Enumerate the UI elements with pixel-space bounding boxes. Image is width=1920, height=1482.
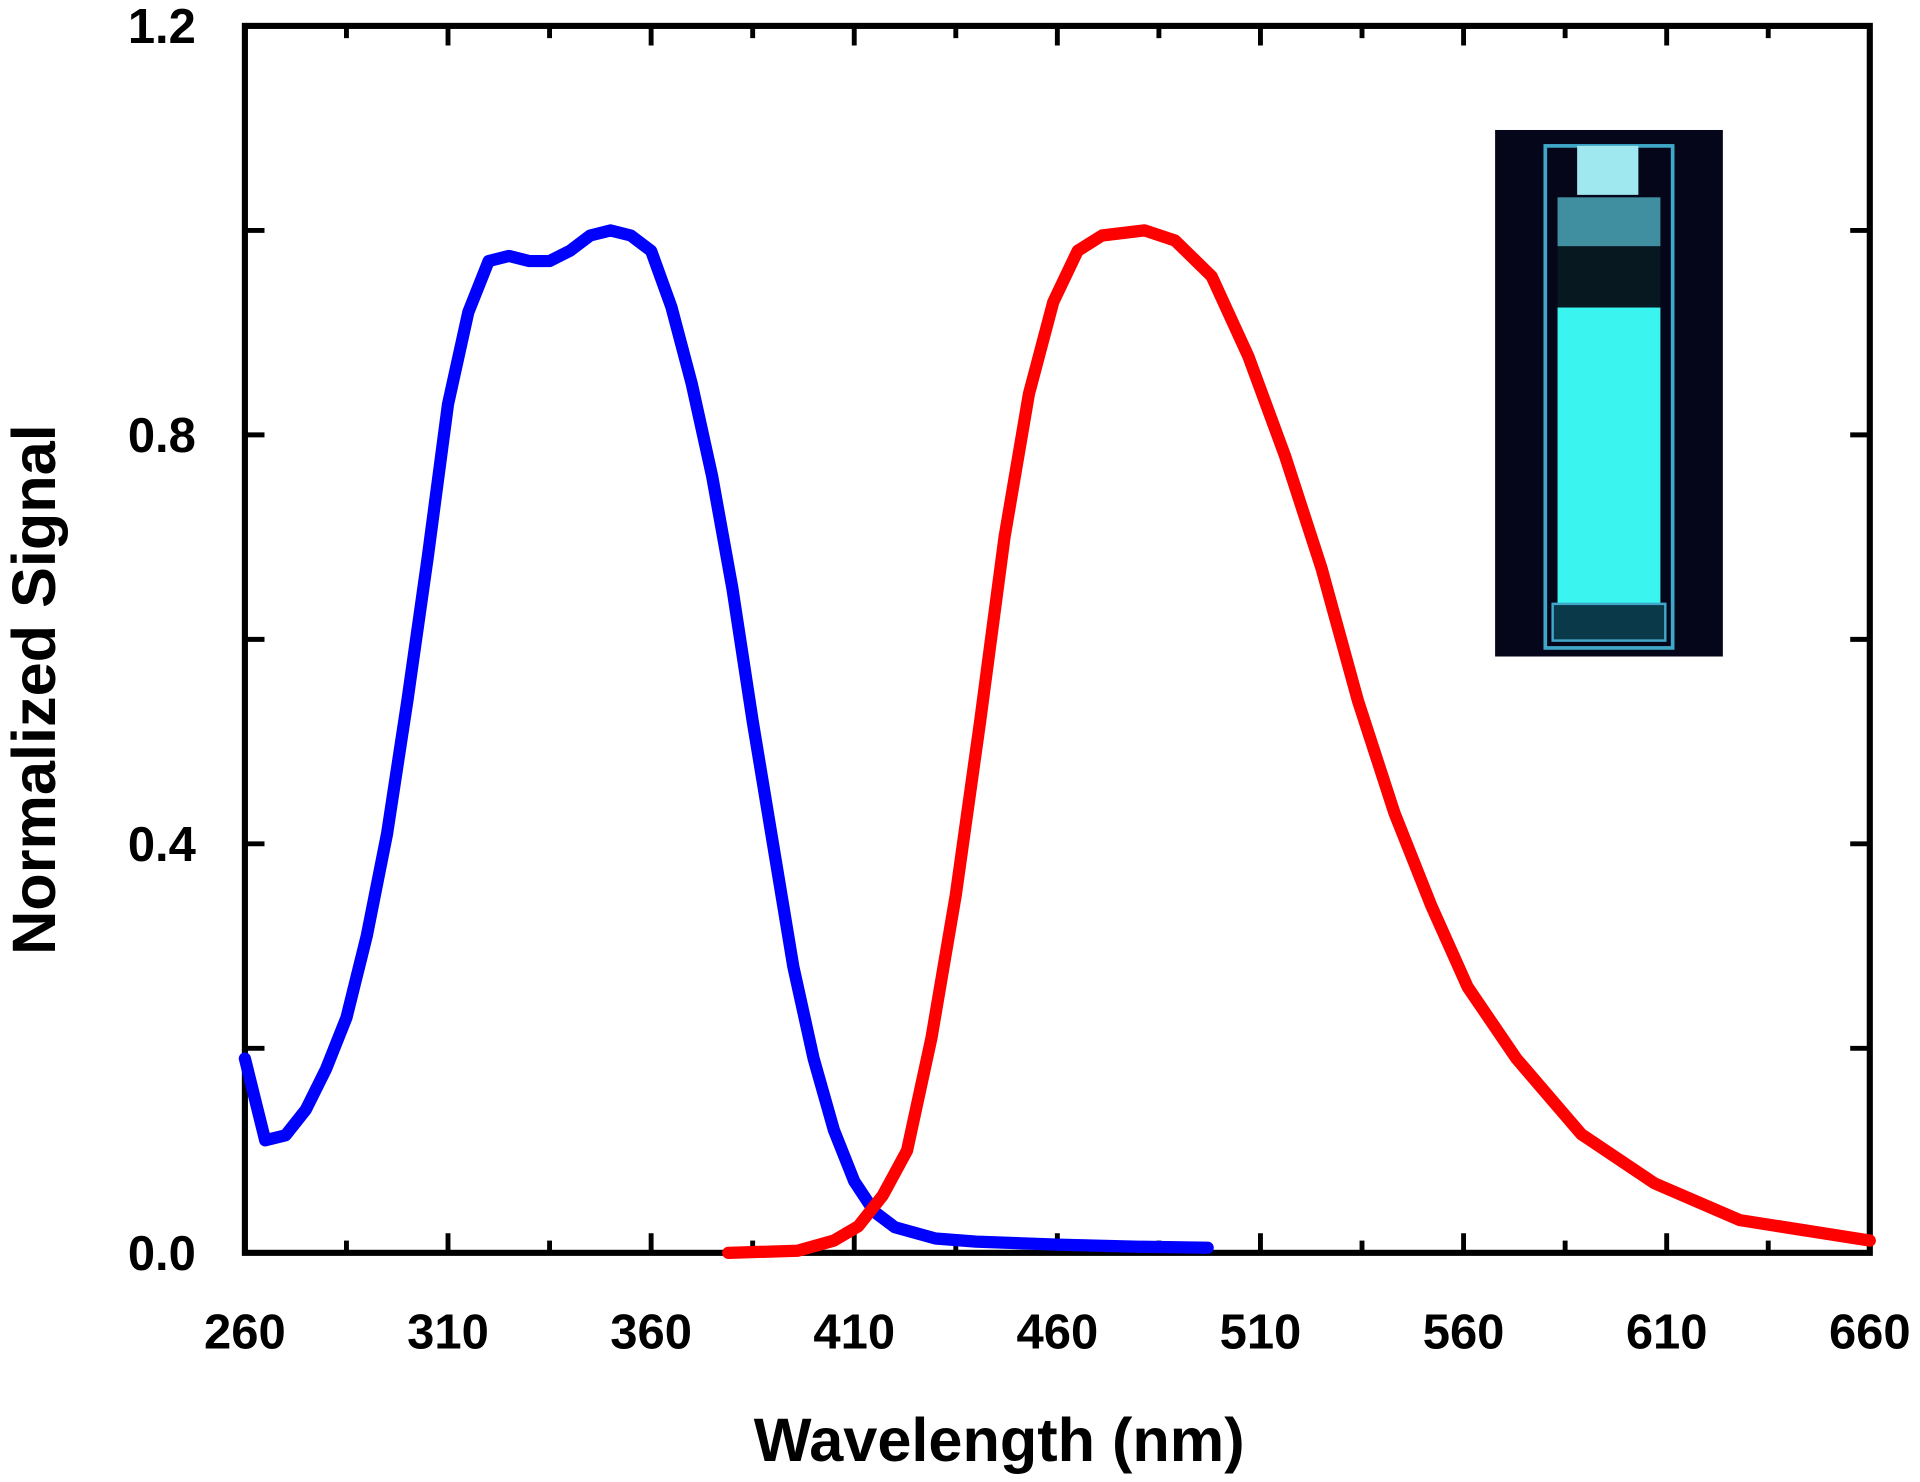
y-tick-label: 0.0 [128,1227,196,1281]
y-tick-label: 0.8 [128,409,196,463]
line-series [238,224,1214,1254]
x-tick-label: 260 [204,1305,286,1359]
x-tick-label: 310 [407,1305,489,1359]
y-tick-label: 1.2 [128,0,196,54]
y-axis-label: Normalized Signal [0,424,68,955]
x-tick-label: 460 [1016,1305,1098,1359]
x-tick-label: 660 [1829,1305,1911,1359]
x-tick-label: 560 [1423,1305,1505,1359]
x-tick-label: 610 [1626,1305,1708,1359]
y-tick-label: 0.4 [128,818,196,872]
x-tick-label: 410 [813,1305,895,1359]
line-series [722,224,1876,1259]
x-axis-label: Wavelength (nm) [754,1406,1245,1474]
inset-photo [1495,129,1723,657]
x-tick-label: 360 [610,1305,692,1359]
x-tick-label: 510 [1220,1305,1302,1359]
